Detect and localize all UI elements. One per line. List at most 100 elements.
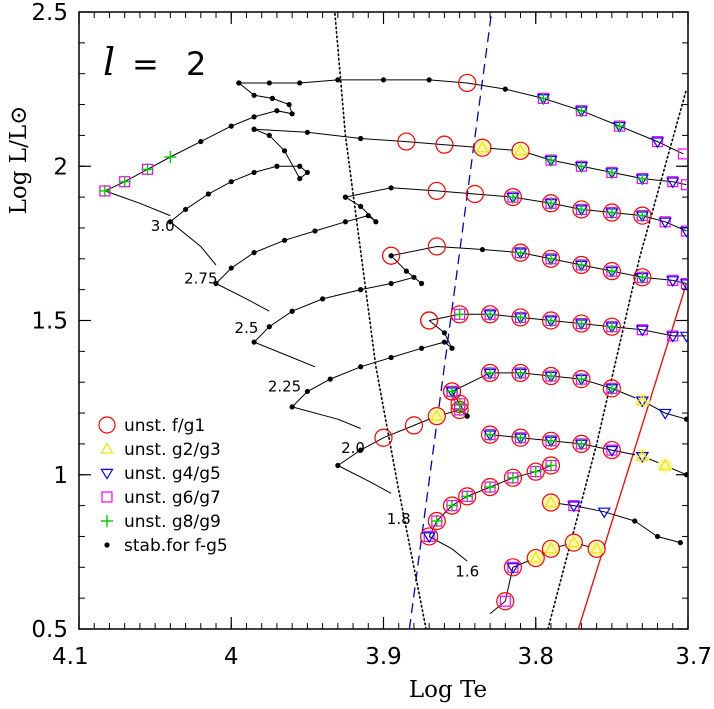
stable-point-2-75 <box>167 219 173 225</box>
unstable-f-g1-low-branch <box>526 548 545 568</box>
unstable-f-g1-1-8 <box>404 416 424 435</box>
track-prems-2-5 <box>215 283 270 312</box>
unstable-f-g1-1-6 <box>511 428 530 447</box>
unstable-f-g1-1-6 <box>572 434 591 453</box>
unstable-f-g1-2-25 <box>511 243 530 262</box>
unstable-f-g1-1-6 <box>480 477 500 497</box>
unstable-g8-g9-1-6 <box>506 471 519 484</box>
unstable-f-g1-2-25 <box>633 268 652 287</box>
title-equals: = <box>132 45 159 83</box>
unstable-g4-g5-2-5 <box>658 217 672 229</box>
unstable-f-g1-1-8 <box>572 370 591 389</box>
track-postms-2-0 <box>429 313 687 337</box>
stable-point-low-branch <box>632 518 638 524</box>
x-tick-label: 3.8 <box>517 644 554 670</box>
stable-point-2-0 <box>418 345 425 351</box>
unstable-f-g1-1-8 <box>442 382 462 401</box>
unstable-g4-g5-1-6 <box>605 445 619 457</box>
unstable-g8-g9-1-8 <box>453 397 466 410</box>
stable-point-low-branch <box>654 533 661 540</box>
unstable-f-g1-1-8 <box>541 366 561 386</box>
stable-point-2-75 <box>297 163 303 169</box>
stable-point-2-0 <box>388 354 394 361</box>
unstable-g8-g9-2-25 <box>636 271 649 284</box>
track-ms-2-75 <box>169 128 309 223</box>
legend-swatch-g6-g7 <box>101 491 113 503</box>
unstable-g8-g9-2-25 <box>575 258 588 271</box>
unstable-f-g1-2-5 <box>465 184 484 204</box>
stable-point-2-5 <box>365 213 371 219</box>
stable-point-3-0 <box>426 77 432 83</box>
unstable-g4-g5-1-6 <box>635 452 649 463</box>
reference-lines <box>333 12 688 629</box>
instability-markers <box>98 73 688 611</box>
stable-point-2-75 <box>205 191 212 197</box>
stable-point-2-5 <box>312 228 318 234</box>
unstable-g6-g7-low-branch <box>499 595 511 607</box>
stable-point-2-25 <box>320 296 326 302</box>
stable-point-2-25 <box>418 280 425 287</box>
unstable-g2-g3-low-branch <box>544 541 558 554</box>
unstable-g8-g9-2-75 <box>605 166 618 179</box>
stable-point-3-0 <box>380 77 387 83</box>
y-tick-label: 1.5 <box>31 309 68 335</box>
unstable-g8-g9-3-0 <box>575 104 588 117</box>
unstable-g4-g5-low-branch <box>597 507 611 519</box>
unstable-g2-g3-low-branch <box>567 535 581 548</box>
unstable-g8-g9-3-0 <box>141 163 154 176</box>
unstable-g4-g5-low-branch <box>567 501 581 513</box>
track-prems-low-branch <box>489 600 506 614</box>
blue-instability-strip-edge <box>408 12 493 629</box>
stable-point-2-5 <box>373 219 379 225</box>
unstable-g8-g9-1-8 <box>446 385 459 398</box>
unstable-f-g1-1-8 <box>602 379 621 398</box>
track-prems-1-8 <box>337 465 392 494</box>
unstable-g4-g5-1-8 <box>635 396 649 408</box>
stable-point-3-0 <box>274 108 280 114</box>
dotted-boundary-left <box>333 12 427 629</box>
unstable-g2-g3-low-branch <box>544 495 558 508</box>
unstable-f-g1-2-0 <box>602 317 621 336</box>
unstable-f-g1-1-6 <box>420 527 439 546</box>
unstable-g8-g9-2-0 <box>544 314 557 327</box>
unstable-f-g1-1-6 <box>526 462 545 481</box>
y-tick-label: 2.5 <box>31 0 68 26</box>
unstable-g4-g5-1-6 <box>422 532 436 544</box>
unstable-f-g1-low-branch <box>564 533 583 552</box>
unstable-g8-g9-2-25 <box>514 246 527 259</box>
unstable-f-g1-2-0 <box>541 311 561 330</box>
y-tick-label: 1 <box>53 463 68 489</box>
unstable-g2-g3-2-75 <box>513 144 528 156</box>
stable-point-2-5 <box>388 185 394 191</box>
stable-point-2-75 <box>228 179 234 185</box>
unstable-g8-g9-1-8 <box>605 382 618 395</box>
stable-point-2-75 <box>297 175 303 182</box>
unstable-g8-g9-2-0 <box>484 308 497 321</box>
unstable-f-g1-low-branch <box>496 592 515 611</box>
stable-point-3-0 <box>228 123 234 129</box>
unstable-f-g1-2-0 <box>572 314 591 333</box>
stable-point-3-0 <box>198 138 204 145</box>
unstable-f-g1-low-branch <box>541 493 561 512</box>
stable-point-1-8 <box>335 462 341 469</box>
stable-point-2-5 <box>213 280 219 287</box>
unstable-g8-g9-1-6 <box>514 431 527 444</box>
stable-point-1-8 <box>683 416 688 422</box>
stable-point-2-0 <box>358 364 364 370</box>
mass-label: 3.0 <box>151 217 175 235</box>
legend-label-g4-g5: unst. g4/g5 <box>124 464 221 484</box>
unstable-g8-g9-1-6 <box>575 437 588 450</box>
track-postms-2-25 <box>391 245 687 284</box>
unstable-f-g1-2-5 <box>427 181 446 201</box>
mass-label: 1.6 <box>455 563 479 581</box>
title-value: 2 <box>186 45 206 83</box>
unstable-g8-g9-2-75 <box>575 160 588 173</box>
track-ms-3-0 <box>104 82 293 192</box>
unstable-g8-g9-2-75 <box>544 154 557 167</box>
unstable-g8-g9-2-0 <box>605 320 618 333</box>
legend-swatch-g4-g5 <box>100 468 114 480</box>
unstable-g8-g9-1-8 <box>544 370 557 383</box>
legend-label-stab: stab.for f-g5 <box>124 536 228 556</box>
unstable-f-g1-2-5 <box>602 203 621 222</box>
mass-label: 2.25 <box>268 377 301 395</box>
